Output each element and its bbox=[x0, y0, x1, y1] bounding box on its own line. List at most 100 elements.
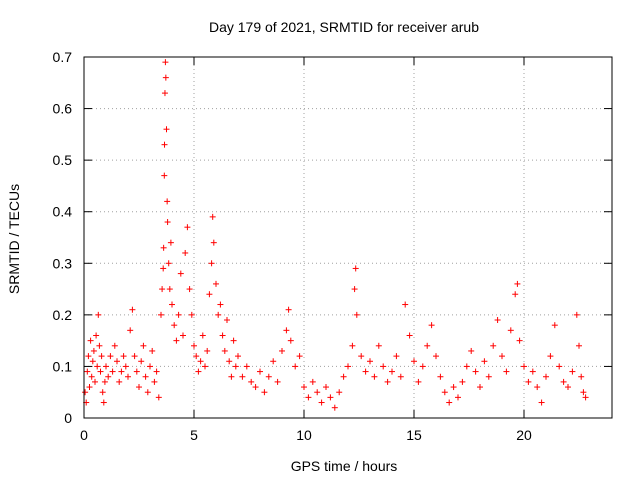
data-point bbox=[101, 378, 108, 385]
data-point bbox=[177, 270, 184, 277]
data-point bbox=[230, 337, 237, 344]
data-point bbox=[351, 286, 358, 293]
data-point bbox=[93, 332, 100, 339]
data-point bbox=[459, 378, 466, 385]
data-point bbox=[265, 373, 272, 380]
data-point bbox=[239, 373, 246, 380]
y-tick-label: 0.3 bbox=[53, 255, 73, 271]
data-point bbox=[215, 311, 222, 318]
data-point bbox=[428, 322, 435, 329]
y-tick-labels: 0 0.1 0.2 0.3 0.4 0.5 0.6 0.7 bbox=[53, 49, 73, 426]
data-point bbox=[516, 337, 523, 344]
data-point bbox=[111, 342, 118, 349]
data-point bbox=[164, 219, 171, 226]
data-point bbox=[206, 291, 213, 298]
data-point bbox=[257, 368, 263, 375]
data-point bbox=[213, 280, 219, 287]
data-point bbox=[195, 368, 202, 375]
plot-frame bbox=[83, 56, 613, 419]
data-point bbox=[573, 311, 580, 318]
data-point bbox=[279, 347, 285, 354]
data-point bbox=[481, 358, 488, 365]
data-point bbox=[485, 373, 492, 380]
data-point bbox=[202, 363, 208, 370]
data-point bbox=[309, 378, 316, 385]
data-point bbox=[199, 332, 206, 339]
data-point bbox=[331, 404, 338, 411]
data-point bbox=[118, 368, 125, 375]
data-point bbox=[167, 239, 174, 246]
data-point bbox=[529, 368, 536, 375]
data-point bbox=[144, 389, 151, 396]
data-point bbox=[565, 384, 571, 391]
data-point bbox=[499, 353, 505, 360]
data-point bbox=[424, 342, 431, 349]
data-point bbox=[472, 368, 479, 375]
data-point bbox=[367, 358, 373, 365]
data-point bbox=[248, 378, 255, 385]
y-tick-label: 0.5 bbox=[53, 152, 73, 168]
data-point bbox=[224, 317, 230, 324]
x-axis-label: GPS time / hours bbox=[291, 458, 398, 474]
data-point bbox=[514, 280, 521, 287]
data-point bbox=[92, 378, 98, 385]
data-point bbox=[99, 389, 106, 396]
data-point bbox=[184, 224, 191, 231]
data-point bbox=[94, 363, 101, 370]
data-point bbox=[389, 368, 395, 375]
data-point bbox=[180, 332, 186, 339]
data-point bbox=[166, 286, 173, 293]
data-point bbox=[270, 358, 277, 365]
y-tick-label: 0 bbox=[64, 410, 72, 426]
data-point bbox=[503, 368, 510, 375]
data-point bbox=[415, 378, 422, 385]
data-point bbox=[159, 286, 166, 293]
data-point bbox=[512, 291, 519, 298]
data-point bbox=[97, 368, 104, 375]
data-point bbox=[158, 311, 164, 318]
data-point bbox=[353, 311, 360, 318]
data-point bbox=[411, 358, 417, 365]
data-point bbox=[210, 239, 217, 246]
data-point bbox=[209, 213, 216, 220]
grid bbox=[84, 57, 612, 418]
data-point bbox=[352, 265, 359, 272]
data-point bbox=[437, 373, 444, 380]
data-point bbox=[103, 363, 109, 370]
data-point bbox=[305, 394, 312, 401]
data-point bbox=[100, 399, 107, 406]
data-point bbox=[85, 353, 92, 360]
data-point bbox=[274, 378, 281, 385]
data-point bbox=[576, 342, 582, 349]
data-point bbox=[261, 389, 268, 396]
data-point bbox=[88, 373, 95, 380]
data-point bbox=[161, 141, 168, 148]
data-point bbox=[127, 327, 134, 334]
data-point bbox=[161, 172, 168, 179]
data-point bbox=[468, 347, 475, 354]
data-point bbox=[534, 384, 541, 391]
data-point bbox=[87, 337, 94, 344]
data-point bbox=[384, 378, 391, 385]
data-point bbox=[175, 311, 182, 318]
data-point bbox=[362, 368, 369, 375]
y-axis-label: SRMTID / TECUs bbox=[6, 184, 22, 294]
data-point bbox=[380, 363, 387, 370]
data-point bbox=[188, 311, 195, 318]
data-point bbox=[543, 373, 549, 380]
data-points bbox=[82, 59, 589, 411]
data-point bbox=[580, 389, 587, 396]
y-tick-label: 0.7 bbox=[53, 49, 73, 65]
data-point bbox=[173, 337, 180, 344]
data-point bbox=[521, 363, 527, 370]
data-point bbox=[155, 394, 162, 401]
data-point bbox=[153, 368, 160, 375]
data-point bbox=[116, 378, 123, 385]
data-point bbox=[375, 342, 382, 349]
data-point bbox=[82, 389, 89, 396]
data-point bbox=[455, 394, 461, 401]
data-point bbox=[358, 353, 365, 360]
y-tick-label: 0.2 bbox=[53, 307, 73, 323]
data-point bbox=[219, 332, 226, 339]
data-point bbox=[226, 358, 233, 365]
